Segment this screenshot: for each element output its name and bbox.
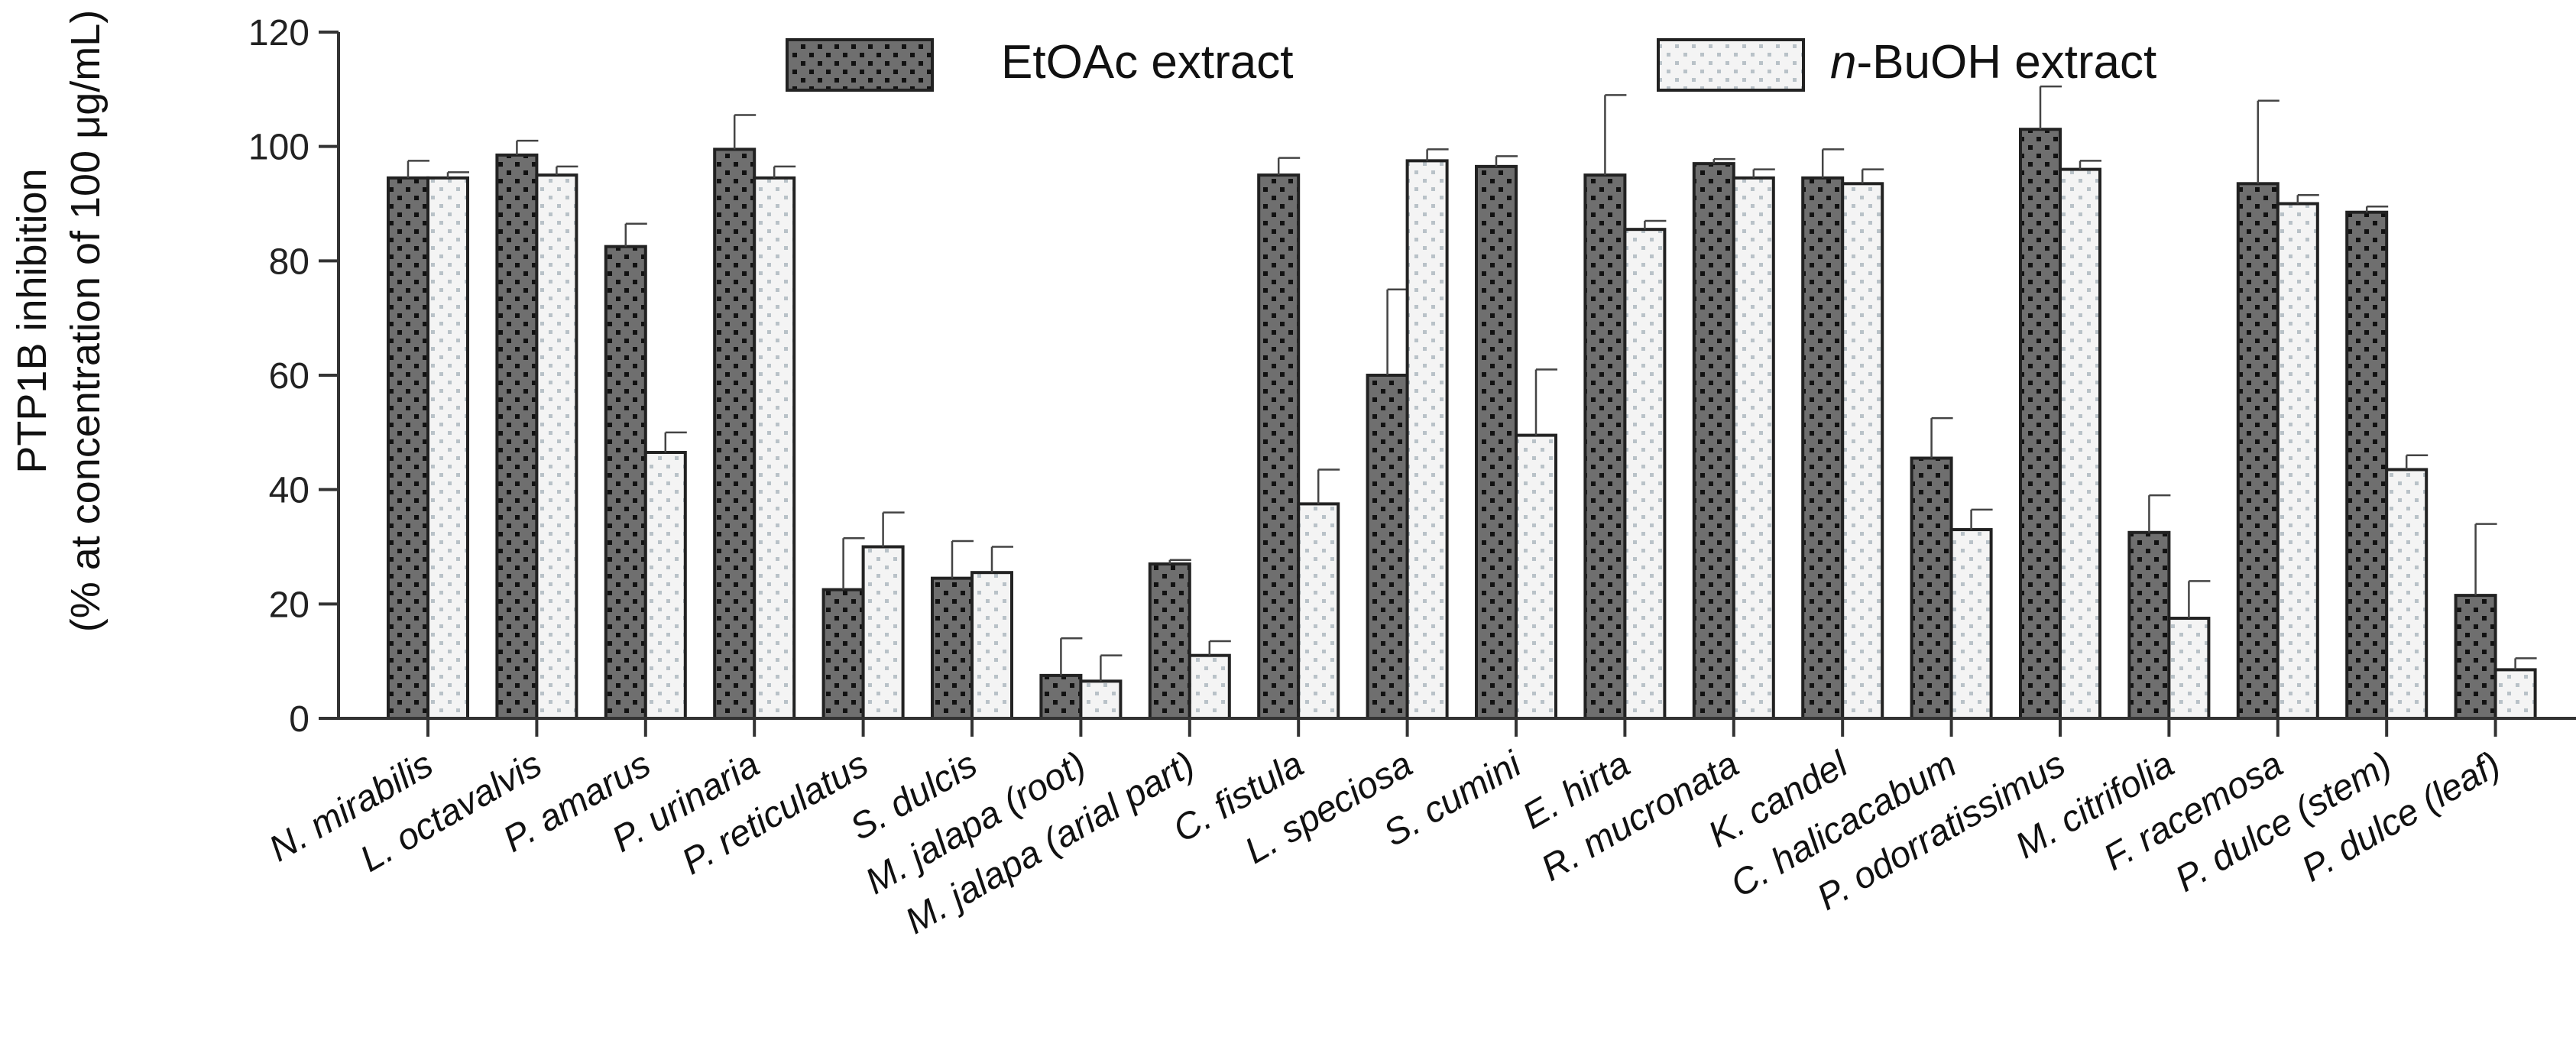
bar-etoac: [604, 245, 647, 720]
bar-buoh: [970, 571, 1013, 720]
legend-swatch-buoh: [1657, 38, 1805, 92]
legend-label-buoh: n-BuOH extract: [1830, 36, 2156, 89]
bar-etoac: [2019, 128, 2062, 720]
y-axis-label-line2: (% at concentration of 100 μg/mL): [63, 10, 109, 633]
bar-etoac: [1366, 374, 1409, 720]
bar-etoac: [1257, 173, 1301, 721]
bar-etoac: [495, 153, 539, 720]
bar-buoh: [1079, 679, 1123, 721]
bar-etoac: [2454, 594, 2497, 720]
bar-etoac: [713, 147, 757, 721]
y-tick-label: 120: [248, 13, 309, 53]
bar-buoh: [1297, 502, 1340, 720]
bar-etoac: [1910, 456, 1953, 721]
bar-buoh: [1515, 433, 1557, 720]
bar-buoh: [643, 451, 687, 721]
bar-etoac: [2345, 210, 2389, 721]
y-tick-label: 60: [269, 356, 309, 397]
bar-etoac: [1148, 562, 1191, 721]
bar-buoh: [2276, 202, 2319, 720]
y-axis-label-line1: PTP1B inhibition: [9, 168, 55, 473]
bar-buoh: [535, 173, 578, 721]
legend-swatch-etoac: [786, 38, 934, 92]
bar-etoac: [387, 176, 429, 720]
bar-etoac: [2236, 182, 2280, 720]
y-tick-label: 20: [269, 585, 309, 625]
bars: [387, 85, 2537, 721]
legend: EtOAc extract n-BuOH extract: [786, 36, 2156, 92]
bar-etoac: [1475, 164, 1518, 720]
y-axis: 0 20 40 60 80 100 120: [248, 13, 340, 740]
bar-buoh: [1188, 653, 1231, 721]
bar-etoac: [1583, 173, 1627, 721]
y-tick-label: 100: [248, 128, 309, 168]
bar-buoh: [753, 176, 796, 720]
bar-buoh: [2385, 468, 2429, 720]
bar-buoh: [1732, 176, 1775, 720]
bar-buoh: [861, 545, 905, 720]
bar-etoac: [2127, 530, 2171, 721]
y-tick-label: 40: [269, 471, 309, 511]
bar-etoac: [821, 588, 865, 720]
y-tick-label: 0: [289, 699, 309, 740]
bar-buoh: [426, 176, 469, 720]
bar-etoac: [1039, 673, 1083, 720]
bar-buoh: [1405, 159, 1449, 720]
bar-buoh: [2059, 167, 2101, 721]
legend-label-etoac: EtOAc extract: [1001, 36, 1293, 89]
bar-etoac: [1801, 176, 1845, 720]
bar-etoac: [931, 576, 974, 720]
bar-buoh: [1623, 228, 1667, 720]
bar-buoh: [1949, 528, 1993, 720]
bar-etoac: [1692, 162, 1735, 721]
legend-label-buoh-rest: -BuOH extract: [1856, 36, 2156, 89]
bar-buoh: [1841, 182, 1884, 720]
bar-buoh: [2167, 617, 2211, 721]
bar-buoh: [2493, 668, 2537, 720]
y-tick-label: 80: [269, 241, 309, 282]
legend-label-buoh-prefix: n: [1830, 36, 1856, 89]
